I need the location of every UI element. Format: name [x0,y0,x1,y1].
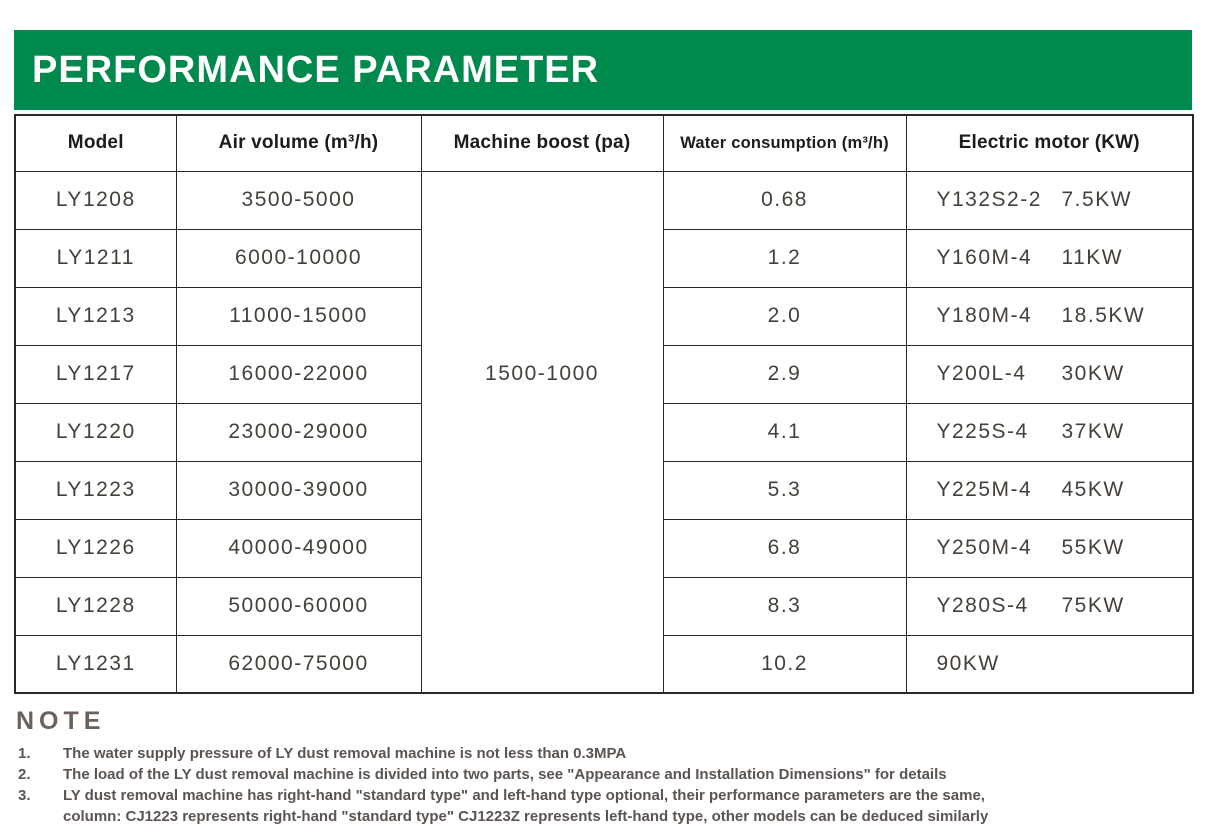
electric-motor-cell: Y132S2-2 7.5KW [905,170,1194,230]
water-consumption-cell: 6.8 [662,518,907,578]
electric-motor-cell: Y225M-4 45KW [905,460,1194,520]
machine-boost-merged-cell: 1500-1000 [420,170,664,694]
electric-motor-cell: Y180M-4 18.5KW [905,286,1194,346]
note-item: 3. LY dust removal machine has right-han… [14,785,1192,827]
table-row: LY1208 3500-5000 1500-1000 0.68 Y132S2-2… [14,170,1194,694]
motor-power: 11KW [1061,246,1124,269]
table-row: LY1217 16000-22000 2.9 Y200L-4 30KW [14,344,1194,404]
note-text: The load of the LY dust removal machine … [63,766,947,783]
water-consumption-cell: 10.2 [662,634,907,694]
note-text: LY dust removal machine has right-hand "… [63,785,1192,827]
model-cell: LY1226 [14,518,177,578]
table-row: LY1223 30000-39000 5.3 Y225M-4 45KW [14,460,1194,520]
model-cell: LY1213 [14,286,177,346]
note-number: 2. [18,766,31,783]
note-text-line-2: column: CJ1223 represents right-hand "st… [63,808,989,825]
motor-power: 55KW [1061,536,1125,559]
electric-motor-cell: Y250M-4 55KW [905,518,1194,578]
table-row: LY1220 23000-29000 4.1 Y225S-4 37KW [14,402,1194,462]
motor-model: Y250M-4 [936,536,1033,559]
motor-model: Y132S2-2 [936,188,1042,211]
motor-model: Y225M-4 [936,478,1033,501]
note-item: 2. The load of the LY dust removal machi… [14,764,1192,785]
electric-motor-cell: Y225S-4 37KW [905,402,1194,462]
water-consumption-cell: 2.0 [662,286,907,346]
water-consumption-cell: 2.9 [662,344,907,404]
water-consumption-cell: 8.3 [662,576,907,636]
motor-power: 30KW [1061,362,1125,385]
air-volume-cell: 23000-29000 [175,402,422,462]
page-title: PERFORMANCE PARAMETER [32,48,600,91]
title-banner: PERFORMANCE PARAMETER [14,30,1192,110]
model-cell: LY1211 [14,228,177,288]
water-consumption-cell: 0.68 [662,170,907,230]
water-consumption-cell: 5.3 [662,460,907,520]
motor-model: 90KW [936,651,1000,675]
col-header-air-volume: Air volume (m³/h) [175,114,422,172]
motor-model: Y160M-4 [936,246,1033,269]
motor-model: Y225S-4 [936,420,1029,443]
air-volume-cell: 16000-22000 [175,344,422,404]
model-cell: LY1220 [14,402,177,462]
electric-motor-cell: Y280S-4 75KW [905,576,1194,636]
col-header-model: Model [14,114,177,172]
table-row: LY1231 62000-75000 10.2 90KW [14,634,1194,694]
table-header-row: Model Air volume (m³/h) Machine boost (p… [14,114,1194,172]
water-consumption-cell: 1.2 [662,228,907,288]
model-cell: LY1228 [14,576,177,636]
electric-motor-cell: Y160M-4 11KW [905,228,1194,288]
col-header-electric-motor: Electric motor (KW) [905,114,1194,172]
air-volume-cell: 11000-15000 [175,286,422,346]
table-row: LY1226 40000-49000 6.8 Y250M-4 55KW [14,518,1194,578]
model-cell: LY1231 [14,634,177,694]
air-volume-cell: 6000-10000 [175,228,422,288]
air-volume-cell: 50000-60000 [175,576,422,636]
note-text-line-1: LY dust removal machine has right-hand "… [63,787,985,804]
water-consumption-cell: 4.1 [662,402,907,462]
performance-table: Model Air volume (m³/h) Machine boost (p… [14,114,1194,694]
model-cell: LY1208 [14,170,177,230]
note-number: 3. [18,787,31,804]
table-row: LY1213 11000-15000 2.0 Y180M-4 18.5KW [14,286,1194,346]
motor-power: 7.5KW [1061,188,1133,211]
air-volume-cell: 62000-75000 [175,634,422,694]
motor-power: 37KW [1061,420,1125,443]
note-text: The water supply pressure of LY dust rem… [63,745,627,762]
col-header-machine-boost: Machine boost (pa) [420,114,664,172]
note-item: 1. The water supply pressure of LY dust … [14,743,1192,764]
note-heading: NOTE [16,707,106,735]
electric-motor-cell: Y200L-4 30KW [905,344,1194,404]
table-row: LY1211 6000-10000 1.2 Y160M-4 11KW [14,228,1194,288]
motor-model: Y180M-4 [936,304,1033,327]
electric-motor-cell: 90KW [905,634,1194,694]
motor-model: Y200L-4 [936,362,1027,385]
air-volume-cell: 30000-39000 [175,460,422,520]
motor-power: 18.5KW [1061,304,1146,327]
model-cell: LY1217 [14,344,177,404]
motor-power: 75KW [1061,594,1125,617]
col-header-water-consumption: Water consumption (m³/h) [662,114,907,172]
model-cell: LY1223 [14,460,177,520]
motor-model: Y280S-4 [936,594,1029,617]
note-list: 1. The water supply pressure of LY dust … [14,743,1192,827]
machine-boost-value: 1500-1000 [485,361,599,385]
note-number: 1. [18,745,31,762]
motor-power: 45KW [1061,478,1125,501]
air-volume-cell: 3500-5000 [175,170,422,230]
air-volume-cell: 40000-49000 [175,518,422,578]
